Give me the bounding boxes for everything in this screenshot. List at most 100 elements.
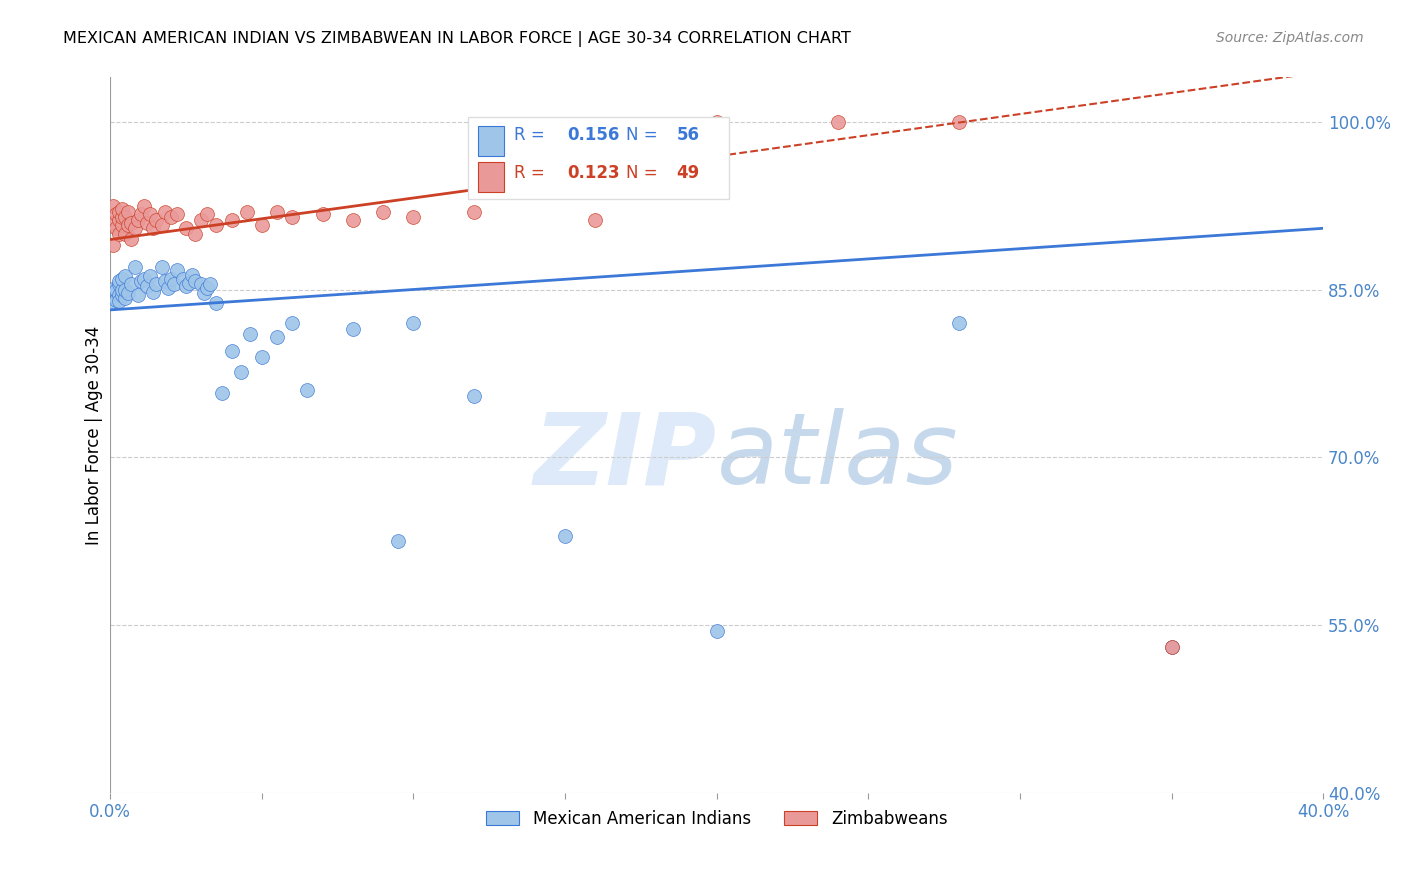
- Point: [163, 277, 186, 292]
- Point: [150, 260, 173, 275]
- Point: [105, 207, 128, 221]
- Point: [103, 282, 125, 296]
- Point: [342, 322, 364, 336]
- Point: [297, 384, 319, 398]
- Point: [111, 271, 134, 285]
- Point: [124, 221, 146, 235]
- Point: [138, 269, 160, 284]
- Point: [127, 213, 149, 227]
- Point: [211, 385, 233, 400]
- Point: [138, 207, 160, 221]
- Point: [281, 210, 304, 224]
- Point: [193, 286, 215, 301]
- Point: [463, 204, 485, 219]
- Point: [184, 227, 207, 241]
- Point: [121, 277, 143, 292]
- Point: [103, 238, 125, 252]
- Point: [1160, 640, 1182, 655]
- Text: R =: R =: [515, 126, 550, 144]
- Point: [127, 288, 149, 302]
- Text: N =: N =: [626, 163, 662, 182]
- Point: [221, 344, 243, 359]
- Point: [153, 204, 176, 219]
- Point: [111, 202, 134, 217]
- Point: [150, 218, 173, 232]
- Point: [114, 210, 136, 224]
- Point: [114, 291, 136, 305]
- Point: [166, 262, 188, 277]
- Point: [1160, 640, 1182, 655]
- Point: [205, 296, 228, 310]
- Point: [108, 277, 131, 292]
- Legend: Mexican American Indians, Zimbabweans: Mexican American Indians, Zimbabweans: [479, 803, 955, 834]
- Point: [166, 207, 188, 221]
- Point: [114, 227, 136, 241]
- Point: [124, 260, 146, 275]
- Point: [105, 293, 128, 307]
- Point: [402, 210, 425, 224]
- Point: [121, 216, 143, 230]
- Point: [111, 283, 134, 297]
- Point: [174, 221, 197, 235]
- Text: 0.123: 0.123: [568, 163, 620, 182]
- Point: [108, 288, 131, 302]
- Point: [827, 115, 849, 129]
- Point: [156, 280, 179, 294]
- Text: N =: N =: [626, 126, 662, 144]
- Point: [402, 316, 425, 330]
- Point: [250, 350, 273, 364]
- Point: [266, 329, 288, 343]
- Point: [948, 115, 970, 129]
- FancyBboxPatch shape: [468, 117, 728, 199]
- Point: [132, 199, 155, 213]
- Point: [281, 316, 304, 330]
- Point: [948, 316, 970, 330]
- Point: [105, 221, 128, 235]
- Point: [160, 271, 183, 285]
- Point: [195, 280, 218, 294]
- Point: [195, 207, 218, 221]
- Bar: [478, 126, 505, 156]
- Y-axis label: In Labor Force | Age 30-34: In Labor Force | Age 30-34: [86, 326, 103, 545]
- Point: [103, 199, 125, 213]
- Point: [111, 288, 134, 302]
- Point: [250, 218, 273, 232]
- Point: [583, 213, 606, 227]
- Point: [142, 285, 165, 299]
- Point: [221, 213, 243, 227]
- Point: [108, 293, 131, 308]
- Point: [235, 204, 257, 219]
- Point: [190, 277, 212, 292]
- Point: [117, 218, 139, 232]
- Point: [145, 213, 167, 227]
- Point: [132, 271, 155, 285]
- Text: MEXICAN AMERICAN INDIAN VS ZIMBABWEAN IN LABOR FORCE | AGE 30-34 CORRELATION CHA: MEXICAN AMERICAN INDIAN VS ZIMBABWEAN IN…: [63, 31, 851, 47]
- Text: R =: R =: [515, 163, 550, 182]
- Point: [129, 207, 152, 221]
- Point: [108, 204, 131, 219]
- Point: [463, 389, 485, 403]
- Bar: [478, 161, 505, 192]
- Point: [108, 213, 131, 227]
- Point: [142, 221, 165, 235]
- Point: [145, 277, 167, 292]
- Point: [266, 204, 288, 219]
- Point: [111, 218, 134, 232]
- Text: Source: ZipAtlas.com: Source: ZipAtlas.com: [1216, 31, 1364, 45]
- Point: [108, 227, 131, 241]
- Point: [108, 274, 131, 288]
- Point: [121, 232, 143, 246]
- Text: ZIP: ZIP: [534, 408, 717, 505]
- Point: [200, 277, 222, 292]
- Point: [114, 269, 136, 284]
- Point: [387, 534, 409, 549]
- Point: [105, 283, 128, 297]
- Text: 49: 49: [676, 163, 700, 182]
- Point: [174, 279, 197, 293]
- Point: [554, 528, 576, 542]
- Point: [706, 624, 728, 638]
- Point: [135, 279, 157, 293]
- Point: [160, 210, 183, 224]
- Point: [153, 274, 176, 288]
- Point: [111, 210, 134, 224]
